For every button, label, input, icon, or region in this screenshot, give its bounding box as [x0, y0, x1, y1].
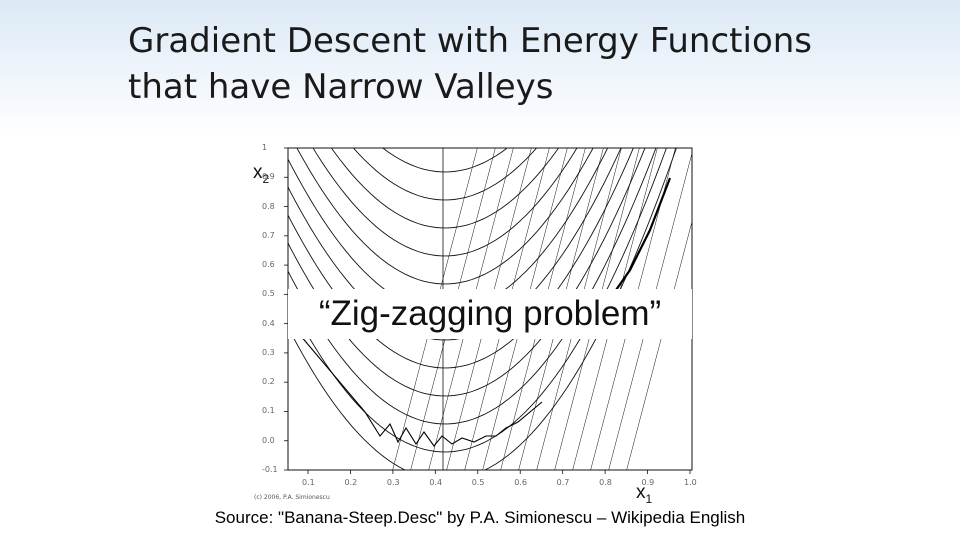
- y-tick-label: 0.9: [262, 172, 275, 182]
- contour-line: [268, 140, 700, 144]
- y-axis-label: x2: [253, 162, 269, 186]
- figure-copyright: (c) 2006, P.A. Simionescu: [254, 494, 330, 501]
- contour-line: [312, 148, 578, 257]
- x-tick-label: 0.3: [386, 478, 400, 487]
- x-tick-label: 1.0: [684, 478, 697, 487]
- slide-title: Gradient Descent with Energy Functions t…: [128, 18, 888, 110]
- zig-zag-callout: “Zig-zagging problem”: [288, 289, 692, 339]
- y-axis-label-sub: 2: [262, 171, 270, 186]
- x-axis-label-main: x: [636, 482, 646, 503]
- y-tick-label: 1: [262, 143, 268, 152]
- y-tick-label: 0.8: [262, 201, 275, 211]
- y-tick-label: 0.2: [262, 377, 275, 387]
- x-tick-label: 0.1: [302, 478, 315, 487]
- y-tick-label: 0.3: [262, 347, 275, 357]
- contour-line: [288, 148, 677, 470]
- contour-line: [296, 148, 594, 285]
- source-caption: Source: "Banana-Steep.Desc" by P.A. Simi…: [0, 508, 960, 528]
- y-tick-label: 0.5: [262, 289, 275, 299]
- contour-line: [288, 148, 657, 425]
- y-tick-label: 0.1: [262, 406, 275, 416]
- contour-line: [330, 148, 560, 229]
- contour-line: [382, 148, 508, 173]
- x-axis-label-sub: 1: [645, 491, 653, 506]
- y-axis-label-main: x: [253, 162, 263, 183]
- contour-line: [352, 148, 538, 201]
- x-tick-label: 0.6: [514, 478, 527, 487]
- x-tick-label: 0.4: [429, 478, 443, 487]
- slide-title-line-1: Gradient Descent with Energy Functions: [128, 21, 813, 61]
- x-axis-label: x1: [636, 482, 652, 506]
- x-tick-label: 0.5: [471, 478, 485, 487]
- y-tick-label: 0.6: [262, 260, 275, 270]
- y-tick-label: 0.0: [262, 435, 275, 445]
- x-tick-label: 0.7: [556, 478, 570, 487]
- descent-path: [299, 334, 543, 447]
- contour-line: [288, 148, 609, 313]
- y-tick-label: -0.1: [262, 465, 278, 474]
- y-tick-label: 0.4: [262, 318, 275, 328]
- x-tick-label: 0.8: [599, 478, 612, 487]
- slide-title-line-2: that have Narrow Valleys: [128, 67, 554, 107]
- x-tick-label: 0.2: [344, 478, 358, 487]
- x-tick-label: 0.9: [641, 478, 655, 487]
- descent-path-start: [615, 177, 672, 291]
- y-tick-label: 0.7: [262, 230, 275, 240]
- source-text: Source: "Banana-Steep.Desc" by P.A. Simi…: [214, 508, 746, 527]
